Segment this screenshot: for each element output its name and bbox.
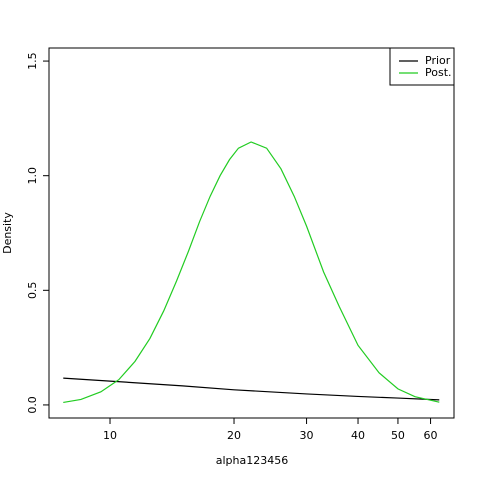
y-tick-label: 0.0 [26,396,39,414]
y-tick-label: 0.5 [26,282,39,300]
x-axis-label: alpha123456 [216,454,288,467]
plot-frame [48,47,455,419]
legend-label: Post. [425,66,452,79]
x-tick-label: 20 [227,429,241,442]
x-tick-label: 60 [424,429,438,442]
y-tick-label: 1.5 [26,52,39,69]
y-axis-label: Density [1,212,14,254]
x-tick-label: 10 [103,429,117,442]
y-tick-label: 1.0 [26,167,39,185]
x-tick-label: 30 [300,429,314,442]
x-tick-label: 50 [391,429,405,442]
series-line [63,377,440,401]
x-tick-label: 40 [351,429,365,442]
legend-box [389,47,455,86]
legend-label: Prior [425,54,451,67]
series-line [63,141,440,404]
